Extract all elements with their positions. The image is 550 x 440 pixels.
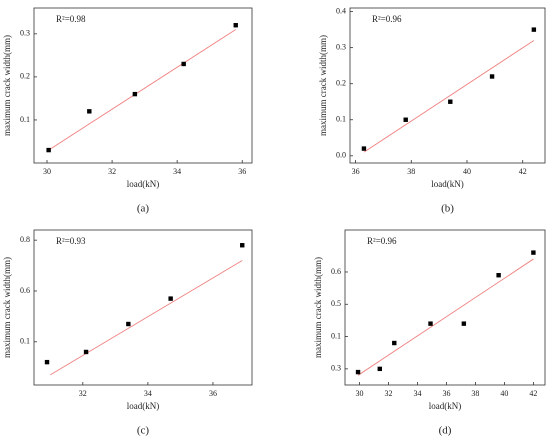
y-axis-label: maximum crack width(mm) <box>313 257 323 358</box>
x-axis-label: load(kN) <box>127 179 160 189</box>
x-tick-label: 36 <box>209 389 217 398</box>
data-point <box>168 296 173 301</box>
data-point <box>392 340 397 346</box>
x-axis-label: load(kN) <box>127 401 160 411</box>
x-tick-label: 40 <box>500 389 508 398</box>
y-tick-label: 0.5 <box>331 299 341 308</box>
x-tick-label: 38 <box>407 167 415 176</box>
y-tick-label: 0.1 <box>331 331 341 340</box>
data-point <box>531 250 536 255</box>
data-point <box>377 366 382 372</box>
y-axis-label: maximum crack width(mm) <box>318 35 328 136</box>
panel-label: (b) <box>441 203 454 215</box>
y-tick-label: 0.1 <box>20 115 30 124</box>
data-point <box>496 273 501 278</box>
fit-line <box>50 260 243 376</box>
x-tick-label: 42 <box>529 389 537 398</box>
annotation: R²=0.96 <box>367 236 397 246</box>
data-point <box>461 321 467 326</box>
panel-label: (c) <box>137 425 150 437</box>
y-tick-label: 0.2 <box>336 79 346 88</box>
x-tick-label: 32 <box>108 167 116 176</box>
data-point <box>448 99 453 104</box>
plot-frame <box>349 7 546 164</box>
x-tick-label: 34 <box>413 389 421 398</box>
y-tick-label: 0.0 <box>336 151 346 160</box>
panel-label: (d) <box>439 425 452 437</box>
x-tick-label: 38 <box>471 389 479 398</box>
y-tick-label: 0.3 <box>336 42 346 51</box>
x-tick-label: 30 <box>355 389 363 398</box>
y-tick-label: 0.3 <box>331 364 341 373</box>
panel-label: (a) <box>137 203 150 215</box>
data-point <box>428 321 433 326</box>
x-tick-label: 36 <box>352 167 360 176</box>
x-tick-label: 34 <box>173 167 181 176</box>
y-axis-label: maximum crack width(mm) <box>2 257 12 358</box>
x-tick-label: 32 <box>384 389 392 398</box>
x-tick-label: 32 <box>79 389 87 398</box>
data-point <box>132 91 138 97</box>
data-point <box>126 321 131 327</box>
data-point <box>489 74 495 79</box>
y-axis-label: maximum crack width(mm) <box>2 35 12 136</box>
annotation: R²=0.98 <box>56 14 86 24</box>
annotation: R²=0.96 <box>372 14 402 24</box>
x-tick-label: 42 <box>519 167 527 176</box>
plot-frame <box>33 7 253 164</box>
annotation: R²=0.93 <box>56 236 86 246</box>
data-point <box>403 117 408 122</box>
data-point <box>44 359 50 365</box>
fit-line <box>363 40 535 153</box>
x-tick-label: 36 <box>238 167 246 176</box>
x-tick-label: 40 <box>463 167 471 176</box>
data-point <box>83 349 89 355</box>
y-tick-label: 0.4 <box>336 6 346 15</box>
data-point <box>355 369 361 375</box>
plot-frame <box>344 229 546 386</box>
data-point <box>240 243 245 248</box>
y-tick-label: 0.8 <box>20 235 30 244</box>
y-tick-label: 0.6 <box>20 286 30 295</box>
plot-frame <box>33 229 253 386</box>
y-tick-label: 0.1 <box>336 115 346 124</box>
data-point <box>531 27 537 32</box>
data-point <box>46 147 51 153</box>
x-tick-label: 30 <box>43 167 51 176</box>
x-tick-label: 36 <box>442 389 450 398</box>
data-point <box>181 61 186 67</box>
y-tick-label: 0.1 <box>20 337 30 346</box>
x-axis-label: load(kN) <box>431 179 464 189</box>
x-tick-label: 34 <box>144 389 152 398</box>
y-tick-label: 0.3 <box>20 29 30 38</box>
data-point <box>87 109 92 114</box>
data-point <box>361 146 367 151</box>
y-tick-label: 0.6 <box>331 267 341 276</box>
fit-line <box>357 258 534 376</box>
y-tick-label: 0.2 <box>20 72 30 81</box>
x-axis-label: load(kN) <box>429 401 462 411</box>
fit-line <box>48 29 236 151</box>
data-point <box>233 23 238 28</box>
